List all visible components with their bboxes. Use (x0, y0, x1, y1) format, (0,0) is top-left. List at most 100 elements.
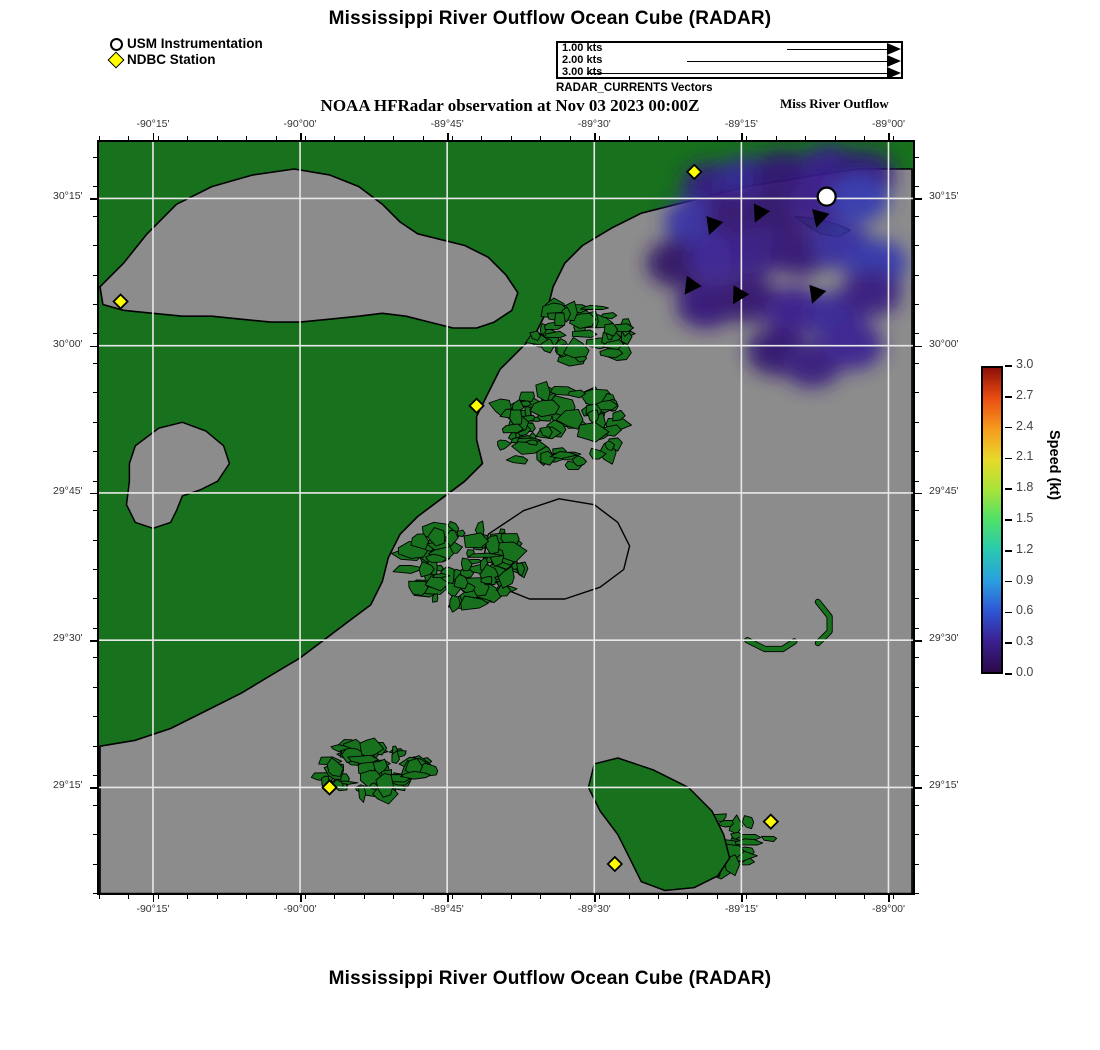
x-minor-tick-bottom (893, 893, 895, 899)
x-minor-tick-top (422, 136, 424, 142)
current-vector-arrow (732, 285, 750, 305)
x-minor-tick-bottom (481, 893, 483, 899)
current-vector-arrow (706, 216, 724, 235)
vector-legend-shaft (687, 61, 887, 62)
station-markers (112, 163, 837, 873)
ndbc-station-marker[interactable] (112, 293, 129, 310)
x-minor-tick-bottom (216, 893, 218, 899)
y-minor-tick-right (913, 274, 919, 276)
x-axis-label-bottom: -89°45' (430, 903, 464, 915)
x-minor-tick-top (481, 136, 483, 142)
x-major-tick-top (300, 133, 302, 142)
ndbc-station-marker[interactable] (606, 855, 624, 873)
x-minor-tick-bottom (157, 893, 159, 899)
y-minor-tick-right (913, 627, 919, 629)
y-minor-tick-left (93, 392, 99, 394)
y-minor-tick-right (913, 421, 919, 423)
y-minor-tick-right (913, 686, 919, 688)
current-vector-arrow (812, 209, 830, 228)
y-minor-tick-left (93, 362, 99, 364)
x-axis-label-bottom: -89°30' (577, 903, 611, 915)
speed-cell (717, 274, 778, 323)
colorbar-tick-label: 2.4 (1016, 418, 1034, 433)
x-minor-tick-top (775, 136, 777, 142)
y-major-tick-left (90, 492, 99, 495)
x-minor-tick-bottom (775, 893, 777, 899)
ndbc-station-marker[interactable] (468, 397, 485, 415)
x-minor-tick-bottom (510, 893, 512, 899)
x-minor-tick-top (363, 136, 365, 142)
y-minor-tick-right (913, 156, 919, 158)
y-major-tick-left (90, 787, 99, 789)
x-minor-tick-top (452, 136, 454, 142)
x-minor-tick-top (599, 136, 601, 142)
x-minor-tick-top (157, 136, 159, 142)
ndbc-station-marker[interactable] (762, 813, 780, 830)
y-minor-tick-right (913, 657, 919, 659)
y-minor-tick-left (93, 775, 99, 777)
x-minor-tick-top (99, 136, 100, 142)
ndbc-station-marker[interactable] (321, 779, 338, 796)
x-axis-label-top: -90°15' (136, 118, 170, 130)
x-minor-tick-top (863, 136, 865, 142)
x-axis-label-bottom: -90°00' (283, 903, 317, 915)
y-minor-tick-right (913, 569, 919, 571)
vector-legend-arrowhead (887, 43, 901, 55)
colorbar (981, 366, 1003, 674)
x-major-tick-bottom (447, 893, 449, 902)
current-vector-arrow (809, 284, 827, 304)
vector-legend-row: 2.00 kts (558, 54, 905, 67)
colorbar-tick (1005, 673, 1012, 675)
colorbar-tick-label: 1.5 (1016, 511, 1034, 525)
y-minor-tick-right (913, 362, 919, 364)
y-minor-tick-right (913, 451, 919, 453)
x-minor-tick-top (128, 136, 130, 142)
y-major-tick-left (90, 198, 99, 200)
x-major-tick-bottom (300, 893, 302, 902)
x-minor-tick-top (657, 136, 659, 142)
y-major-tick-right (913, 640, 922, 642)
y-minor-tick-right (913, 245, 919, 247)
colorbar-tick (1005, 457, 1012, 460)
y-axis-label-right: 29°45' (929, 484, 959, 497)
y-major-tick-right (913, 345, 922, 348)
colorbar-tick (1005, 642, 1012, 644)
vector-legend-label: 1.00 kts (562, 42, 603, 54)
x-minor-tick-top (275, 136, 277, 142)
vector-legend-caption: RADAR_CURRENTS Vectors (556, 82, 713, 94)
y-major-tick-right (913, 198, 922, 200)
legend-label-ndbc: NDBC Station (127, 52, 216, 67)
x-minor-tick-bottom (657, 893, 659, 899)
x-minor-tick-bottom (628, 893, 630, 899)
vector-legend-shaft (587, 73, 887, 74)
x-minor-tick-bottom (746, 893, 748, 899)
x-axis-label-bottom: -89°15' (724, 903, 758, 915)
y-minor-tick-left (93, 804, 99, 806)
vector-legend-row: 3.00 kts (558, 66, 905, 79)
x-major-tick-top (741, 133, 743, 142)
graticule (99, 142, 913, 893)
colorbar-title: Speed (kt) (1046, 430, 1062, 501)
vector-legend-arrowhead (887, 67, 901, 79)
vector-legend-shaft (787, 49, 887, 50)
x-minor-tick-bottom (540, 893, 542, 899)
vector-legend-label: 3.00 kts (562, 66, 603, 78)
page-title: Mississippi River Outflow Ocean Cube (RA… (328, 8, 772, 29)
colorbar-tick (1005, 426, 1012, 429)
y-minor-tick-left (93, 186, 99, 188)
x-minor-tick-bottom (834, 893, 836, 899)
current-vectors (684, 203, 830, 305)
ndbc-station-marker[interactable] (686, 163, 703, 181)
vector-scale-legend: 1.00 kts 2.00 kts 3.00 kts (556, 41, 903, 79)
colorbar-tick (1005, 611, 1012, 614)
x-axis-label-bottom: -90°15' (136, 903, 170, 915)
chandeleur-island-2 (744, 637, 797, 652)
y-axis-label-left: 29°15' (53, 779, 83, 792)
vector-legend-label: 2.00 kts (562, 54, 603, 66)
usm-instrumentation-marker[interactable] (816, 186, 837, 207)
colorbar-tick-label: 0.3 (1016, 634, 1034, 649)
map-plot-area[interactable] (97, 140, 915, 895)
y-minor-tick-left (93, 539, 99, 541)
y-minor-tick-left (93, 716, 99, 718)
x-major-tick-bottom (888, 893, 890, 902)
